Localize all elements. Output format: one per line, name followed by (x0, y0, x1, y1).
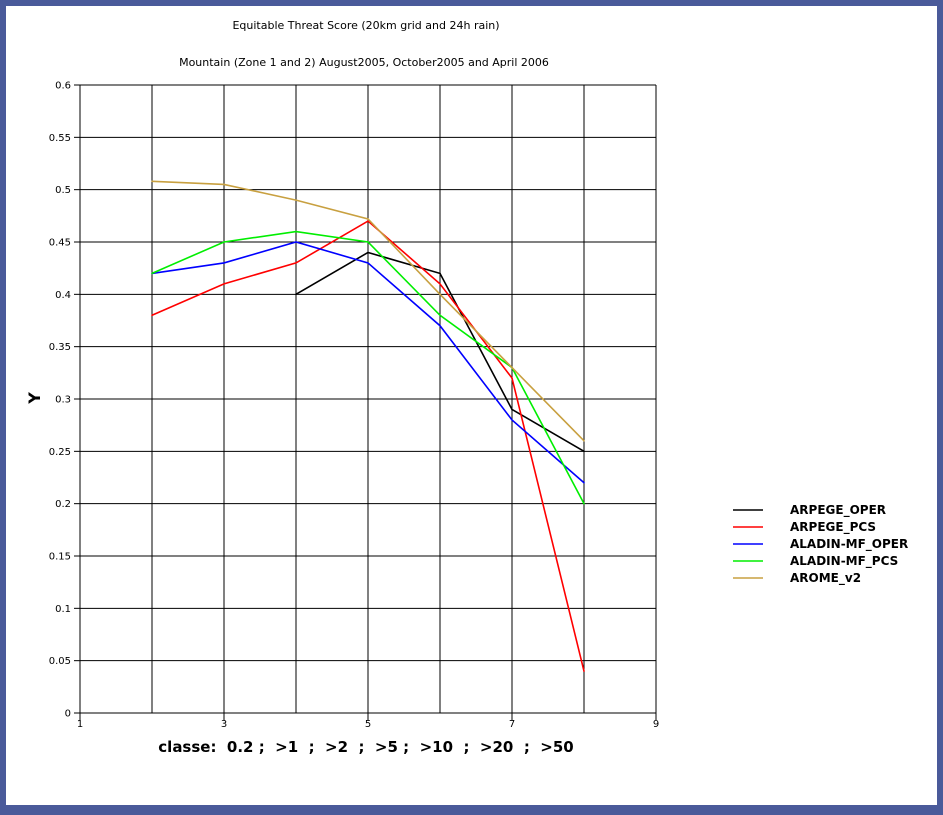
y-tick-label: 0.2 (55, 499, 71, 510)
data-point (295, 262, 297, 264)
legend-label: AROME_v2 (790, 571, 861, 586)
data-point (511, 419, 513, 421)
data-point (367, 218, 369, 220)
x-tick-label: 3 (221, 719, 227, 730)
y-tick-label: 0.05 (49, 656, 71, 667)
data-point (223, 262, 225, 264)
y-tick-label: 0.25 (49, 447, 71, 458)
axes (74, 85, 656, 720)
data-point (439, 314, 441, 316)
grid (80, 85, 656, 713)
y-tick-label: 0.4 (55, 290, 71, 301)
data-point (367, 252, 369, 254)
legend-label: ARPEGE_OPER (790, 503, 886, 518)
data-point (295, 231, 297, 233)
x-tick-label: 5 (365, 719, 371, 730)
data-point (151, 314, 153, 316)
data-point (223, 184, 225, 186)
data-point (439, 273, 441, 275)
y-tick-label: 0.3 (55, 395, 71, 406)
y-tick-label: 0.15 (49, 552, 71, 563)
y-tick-label: 0.35 (49, 342, 71, 353)
data-point (223, 283, 225, 285)
data-point (583, 440, 585, 442)
data-point (583, 503, 585, 505)
data-point (583, 451, 585, 453)
legend-label: ARPEGE_PCS (790, 520, 876, 535)
data-point (223, 241, 225, 243)
y-tick-label: 0.5 (55, 185, 71, 196)
data-point (511, 377, 513, 379)
data-point (367, 262, 369, 264)
data-point (583, 670, 585, 672)
data-point (295, 294, 297, 296)
y-tick-label: 0.45 (49, 238, 71, 249)
data-point (583, 482, 585, 484)
data-point (367, 241, 369, 243)
data-point (295, 199, 297, 201)
data-point (511, 367, 513, 369)
y-axis-label: Y (25, 392, 44, 405)
legend: ARPEGE_OPER ARPEGE_PCS ALADIN-MF_OPER ALADI… (733, 503, 908, 586)
data-point (151, 180, 153, 182)
x-tick-label: 1 (77, 719, 83, 730)
y-tick-label: 0 (65, 709, 71, 720)
x-tick-label: 9 (653, 719, 659, 730)
data-point (439, 283, 441, 285)
x-tick-label: 7 (509, 719, 515, 730)
y-tick-label: 0.55 (49, 133, 71, 144)
y-tick-label: 0.6 (55, 81, 71, 92)
data-point (439, 294, 441, 296)
tick-labels: 0 0.05 0.1 0.15 0.2 0.25 0.3 0.35 0.4 0.45 0.5 0.55… (49, 81, 659, 731)
legend-label: ALADIN-MF_OPER (790, 537, 908, 552)
data-point (151, 273, 153, 275)
chart-title: Equitable Threat Score (20km grid and 24… (232, 19, 499, 32)
data-point (439, 325, 441, 327)
y-tick-label: 0.1 (55, 604, 71, 615)
x-axis-label: classe: 0.2 ; >1 ; >2 ; >5 ; >10 ; >20 ;… (158, 738, 573, 756)
legend-label: ALADIN-MF_PCS (790, 554, 898, 569)
data-point (511, 409, 513, 411)
data-point (295, 241, 297, 243)
chart-subtitle: Mountain (Zone 1 and 2) August2005, Octo… (179, 56, 549, 69)
